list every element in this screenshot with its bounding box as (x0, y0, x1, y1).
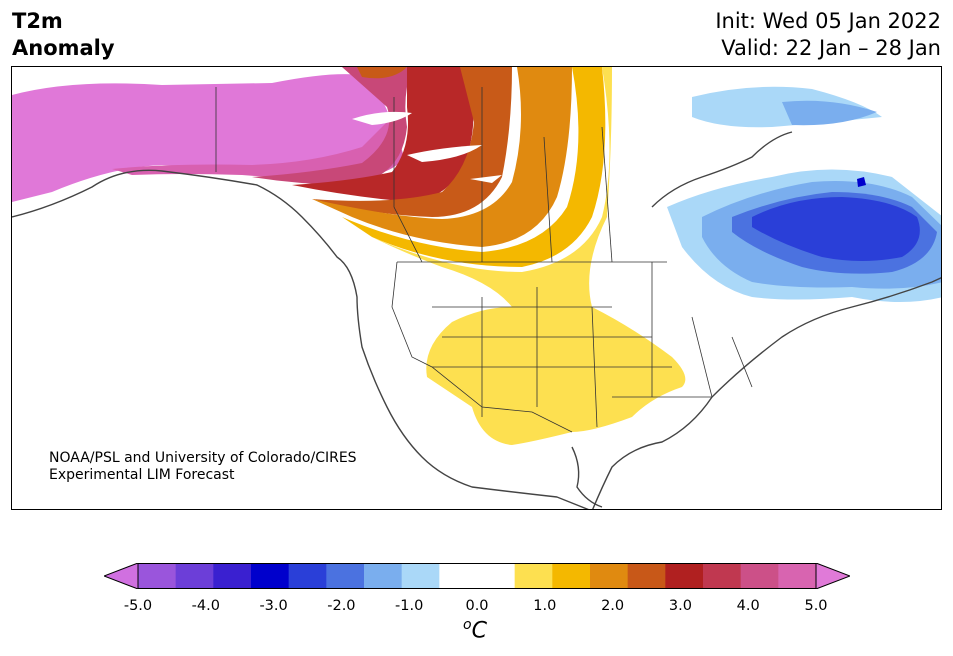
lake-athabasca (470, 175, 502, 183)
colorbar-segment (514, 563, 553, 589)
valid-range: Valid: 22 Jan – 28 Jan (721, 36, 941, 60)
colorbar-tick-label: -3.0 (259, 598, 288, 614)
colorbar-segment (439, 563, 478, 589)
anomaly-dark-orange (312, 67, 512, 217)
anomaly-red (292, 67, 474, 202)
colorbar-tick-label: 4.0 (736, 598, 760, 614)
anomaly-gold (342, 67, 606, 267)
init-date: Init: Wed 05 Jan 2022 (715, 9, 941, 33)
colorbar-tick-label: 3.0 (668, 598, 692, 614)
colorbar-tick-label: 5.0 (804, 598, 828, 614)
anomaly-map (11, 66, 942, 510)
colorbar-segment (213, 563, 252, 589)
unit-celsius: C (471, 618, 487, 644)
colorbar-segment (251, 563, 290, 589)
anomaly-pink (112, 117, 404, 179)
colorbar-segment (740, 563, 779, 589)
colorbar-segment (703, 563, 742, 589)
forecast-dates: Init: Wed 05 Jan 2022 Valid: 22 Jan – 28… (715, 8, 941, 62)
unit-degree: o (463, 617, 472, 633)
great-slave-lake (407, 145, 482, 162)
colorbar (104, 563, 850, 589)
colorbar-right-extend (815, 563, 850, 589)
credit-line-1: NOAA/PSL and University of Colorado/CIRE… (49, 450, 357, 466)
colorbar-tick-label: -4.0 (191, 598, 220, 614)
credit-text: NOAA/PSL and University of Colorado/CIRE… (49, 450, 357, 484)
great-bear-lake (352, 111, 412, 125)
anomaly-magenta (12, 74, 390, 202)
colorbar-segment (590, 563, 629, 589)
colorbar-tick-label: -2.0 (327, 598, 356, 614)
anomaly-yellow (372, 67, 686, 445)
colorbar-segment (665, 563, 704, 589)
colorbar-left-extend (104, 563, 139, 589)
anomaly-navy (857, 177, 866, 187)
colorbar-segment (552, 563, 591, 589)
colorbar-tick-label: -1.0 (395, 598, 424, 614)
anomaly-deep-blue (752, 197, 920, 261)
colorbar-segment (138, 563, 177, 589)
map-svg (12, 67, 941, 509)
title-line-2: Anomaly (12, 36, 115, 60)
colorbar-tick-label: -5.0 (123, 598, 153, 614)
colorbar-tick-label: 2.0 (601, 598, 625, 614)
colorbar-ticks: -5.0 -4.0 -3.0 -2.0 -1.0 0.0 1.0 2.0 3.0 4.0 5.0 (0, 598, 953, 618)
colorbar-segment (477, 563, 516, 589)
title-line-1: T2m (12, 9, 63, 33)
anomaly-rose (252, 67, 412, 185)
colorbar-outline (137, 563, 817, 589)
unit-label: oC (463, 617, 487, 643)
colorbar-tick-label: 1.0 (533, 598, 557, 614)
political-borders (215, 87, 753, 433)
anomaly-orange (312, 67, 572, 247)
colorbar-segment (364, 563, 403, 589)
colorbar-segment (401, 563, 440, 589)
colorbar-segment (288, 563, 327, 589)
colorbar-segment (778, 563, 817, 589)
coastlines (12, 131, 941, 509)
colorbar-tick-label: 0.0 (465, 598, 489, 614)
colorbar-segment (326, 563, 365, 589)
colorbar-segment (175, 563, 214, 589)
colorbar-segment (627, 563, 666, 589)
map-title: T2m Anomaly (12, 8, 115, 62)
credit-line-2: Experimental LIM Forecast (49, 467, 235, 483)
